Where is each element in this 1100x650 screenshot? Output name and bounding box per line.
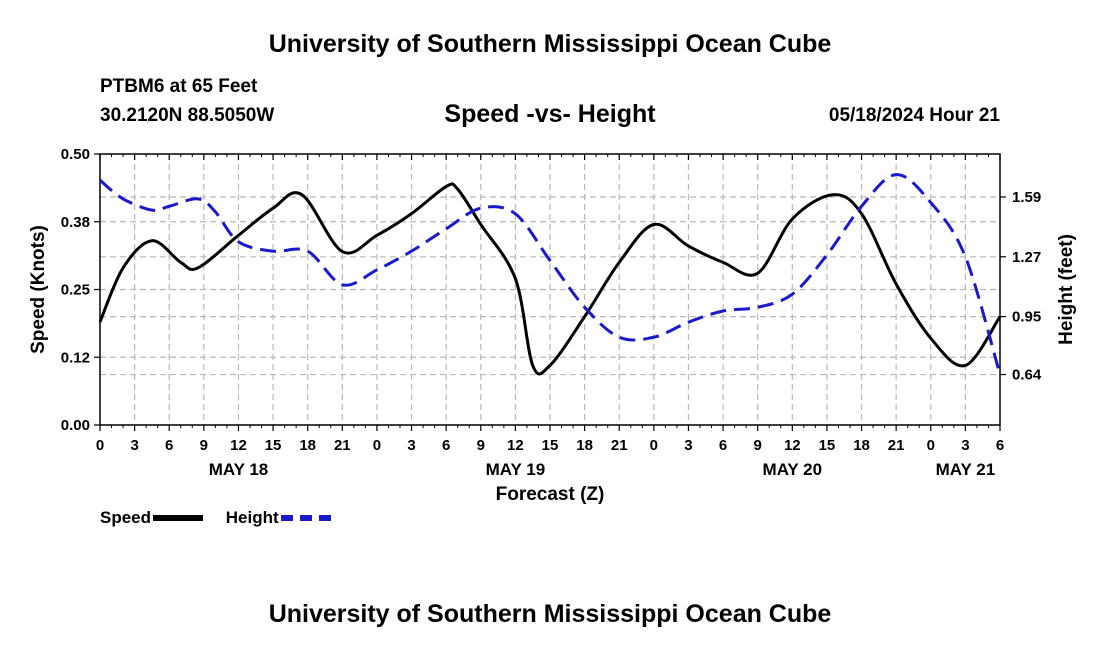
- y-left-tick-label: 0.50: [61, 146, 90, 163]
- x-tick-label: 9: [754, 437, 762, 454]
- x-tick-label: 6: [719, 437, 727, 454]
- day-label: MAY 19: [486, 460, 546, 479]
- x-tick-label: 6: [996, 437, 1004, 454]
- x-tick-label: 15: [542, 437, 559, 454]
- day-label: MAY 18: [209, 460, 269, 479]
- x-tick-label: 12: [507, 437, 524, 454]
- y-left-axis-label: Speed (Knots): [28, 225, 49, 354]
- x-tick-label: 21: [611, 437, 628, 454]
- labels-layer: 0 3 6 9 12 15 18 21 0 3 6 9 12 15 18 21 0 3 6 9 12 15 18 21 0 3 6M…: [61, 146, 1042, 479]
- footer-title: University of Southern Mississippi Ocean…: [268, 600, 832, 628]
- x-tick-label: 9: [200, 437, 208, 454]
- ticks-layer: [94, 153, 1006, 431]
- y-right-tick-label: 1.59: [1012, 189, 1041, 206]
- y-left-tick-label: 0.00: [61, 417, 90, 434]
- x-tick-label: 0: [927, 437, 935, 454]
- legend-label-speed: Speed: [100, 508, 152, 527]
- y-left-tick-label: 0.12: [61, 349, 90, 366]
- x-tick-label: 15: [819, 437, 836, 454]
- x-tick-label: 21: [888, 437, 905, 454]
- series-layer: [98, 173, 1002, 376]
- forecast-date-hour: 05/18/2024 Hour 21: [828, 105, 1000, 126]
- x-tick-label: 6: [442, 437, 450, 454]
- x-tick-label: 3: [961, 437, 969, 454]
- x-tick-label: 9: [477, 437, 485, 454]
- y-right-tick-label: 1.27: [1012, 249, 1041, 266]
- main-title: University of Southern Mississippi Ocean…: [268, 30, 832, 58]
- legend-label-height: Height: [225, 508, 279, 527]
- x-tick-label: 3: [684, 437, 692, 454]
- legend-swatch-height: [280, 515, 331, 521]
- day-label: MAY 20: [763, 460, 823, 479]
- legend-item-height: Height: [226, 508, 331, 528]
- x-tick-label: 0: [373, 437, 381, 454]
- chart-title: Speed -vs- Height: [444, 100, 656, 128]
- y-right-tick-label: 0.64: [1012, 367, 1042, 384]
- station-coordinates: 30.2120N 88.5050W: [100, 105, 275, 126]
- series-line-speed: [98, 182, 1002, 376]
- y-left-tick-label: 0.25: [61, 282, 90, 299]
- y-left-tick-label: 0.38: [61, 214, 90, 231]
- x-tick-label: 6: [165, 437, 173, 454]
- series-line-height: [99, 173, 1002, 375]
- y-right-tick-label: 0.95: [1012, 309, 1041, 326]
- x-tick-label: 18: [853, 437, 870, 454]
- day-label: MAY 21: [936, 460, 996, 479]
- x-tick-label: 21: [334, 437, 351, 454]
- x-tick-label: 15: [265, 437, 282, 454]
- legend: Speed Height: [100, 508, 349, 528]
- x-tick-label: 0: [96, 437, 104, 454]
- grid-layer: [100, 154, 1000, 425]
- x-tick-label: 18: [576, 437, 593, 454]
- x-tick-label: 12: [784, 437, 801, 454]
- x-tick-label: 18: [299, 437, 316, 454]
- y-right-axis-label: Height (feet): [1056, 234, 1077, 345]
- legend-swatch-speed: [153, 515, 204, 521]
- legend-item-speed: Speed: [100, 508, 204, 528]
- station-label: PTBM6 at 65 Feet: [100, 76, 258, 97]
- x-tick-label: 12: [230, 437, 247, 454]
- x-tick-label: 0: [650, 437, 658, 454]
- x-axis-label: Forecast (Z): [496, 484, 605, 505]
- x-tick-label: 3: [407, 437, 415, 454]
- x-tick-label: 3: [130, 437, 138, 454]
